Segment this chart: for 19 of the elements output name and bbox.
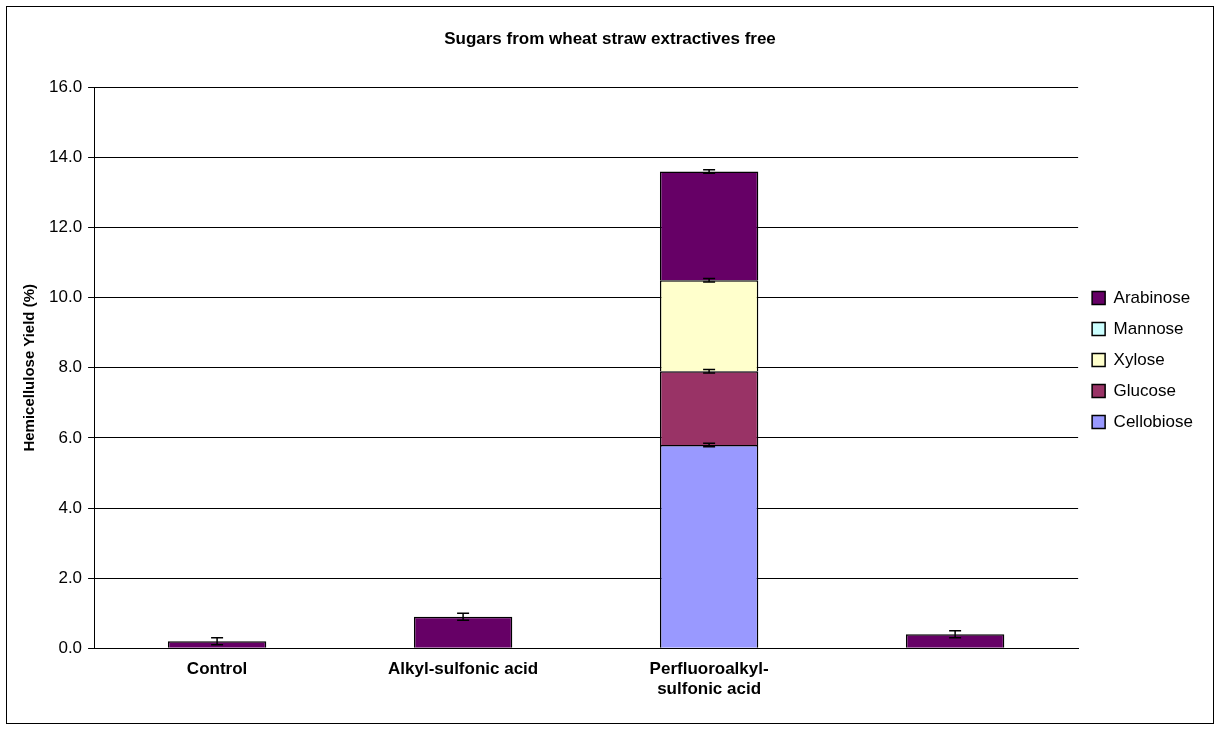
x-tick-label: Alkyl-sulfonic acid	[388, 659, 539, 679]
y-tick-label: 14.0	[48, 147, 83, 167]
legend-label: Xylose	[1113, 349, 1165, 369]
y-axis-title: Hemicellulose Yield (%)	[20, 284, 38, 452]
y-tick-label: 0.0	[58, 637, 83, 657]
x-tick-label: Control	[186, 659, 248, 679]
x-tick-label: Perfluoroalkyl-sulfonic acid	[649, 659, 769, 699]
legend-label: Glucose	[1113, 380, 1176, 400]
y-tick-label: 6.0	[58, 427, 83, 447]
y-tick-label: 10.0	[48, 287, 83, 307]
y-tick-label: 4.0	[58, 497, 83, 517]
chart-title: Sugars from wheat straw extractives free	[444, 28, 776, 48]
legend-label: Cellobiose	[1113, 411, 1194, 431]
legend-label: Arabinose	[1113, 287, 1191, 307]
y-tick-label: 16.0	[48, 77, 83, 97]
y-tick-label: 12.0	[48, 217, 83, 237]
legend-label: Mannose	[1113, 318, 1184, 338]
y-tick-label: 2.0	[58, 567, 83, 587]
y-tick-label: 8.0	[58, 357, 83, 377]
